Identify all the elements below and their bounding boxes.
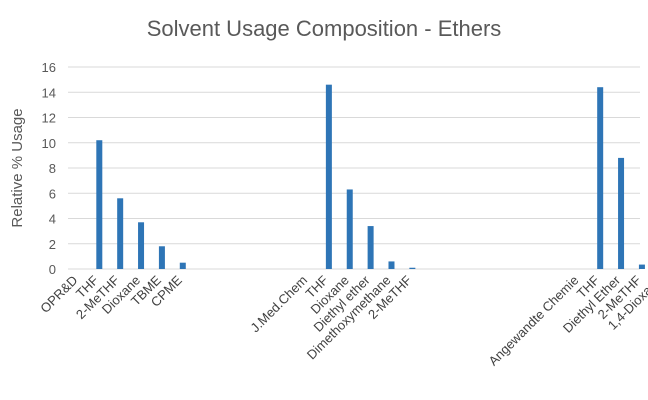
bar <box>325 84 332 269</box>
y-tick-label: 0 <box>49 262 56 277</box>
y-tick-label: 12 <box>42 111 56 126</box>
bar <box>597 87 604 269</box>
y-tick-labels: 0 2 4 6 8 10 12 14 16 <box>42 60 56 277</box>
chart-title: Solvent Usage Composition - Ethers <box>147 16 502 41</box>
bar <box>117 198 124 269</box>
y-tick-label: 6 <box>49 186 56 201</box>
y-tick-label: 4 <box>49 212 56 227</box>
y-tick-label: 8 <box>49 161 56 176</box>
bar <box>367 226 374 269</box>
bars <box>96 84 645 269</box>
bar <box>346 189 353 269</box>
bar <box>96 140 103 269</box>
bar <box>638 264 645 269</box>
x-tick-label: J.Med.Chem <box>247 273 310 336</box>
y-tick-label: 16 <box>42 60 56 75</box>
y-tick-label: 14 <box>42 85 56 100</box>
bar <box>158 246 165 269</box>
bar <box>138 222 145 269</box>
bar <box>618 157 625 269</box>
bar <box>179 262 186 269</box>
y-tick-label: 2 <box>49 237 56 252</box>
y-axis-label: Relative % Usage <box>9 108 26 227</box>
bar <box>388 261 395 269</box>
bar <box>409 267 416 269</box>
gridlines <box>68 66 640 270</box>
y-tick-label: 10 <box>42 136 56 151</box>
